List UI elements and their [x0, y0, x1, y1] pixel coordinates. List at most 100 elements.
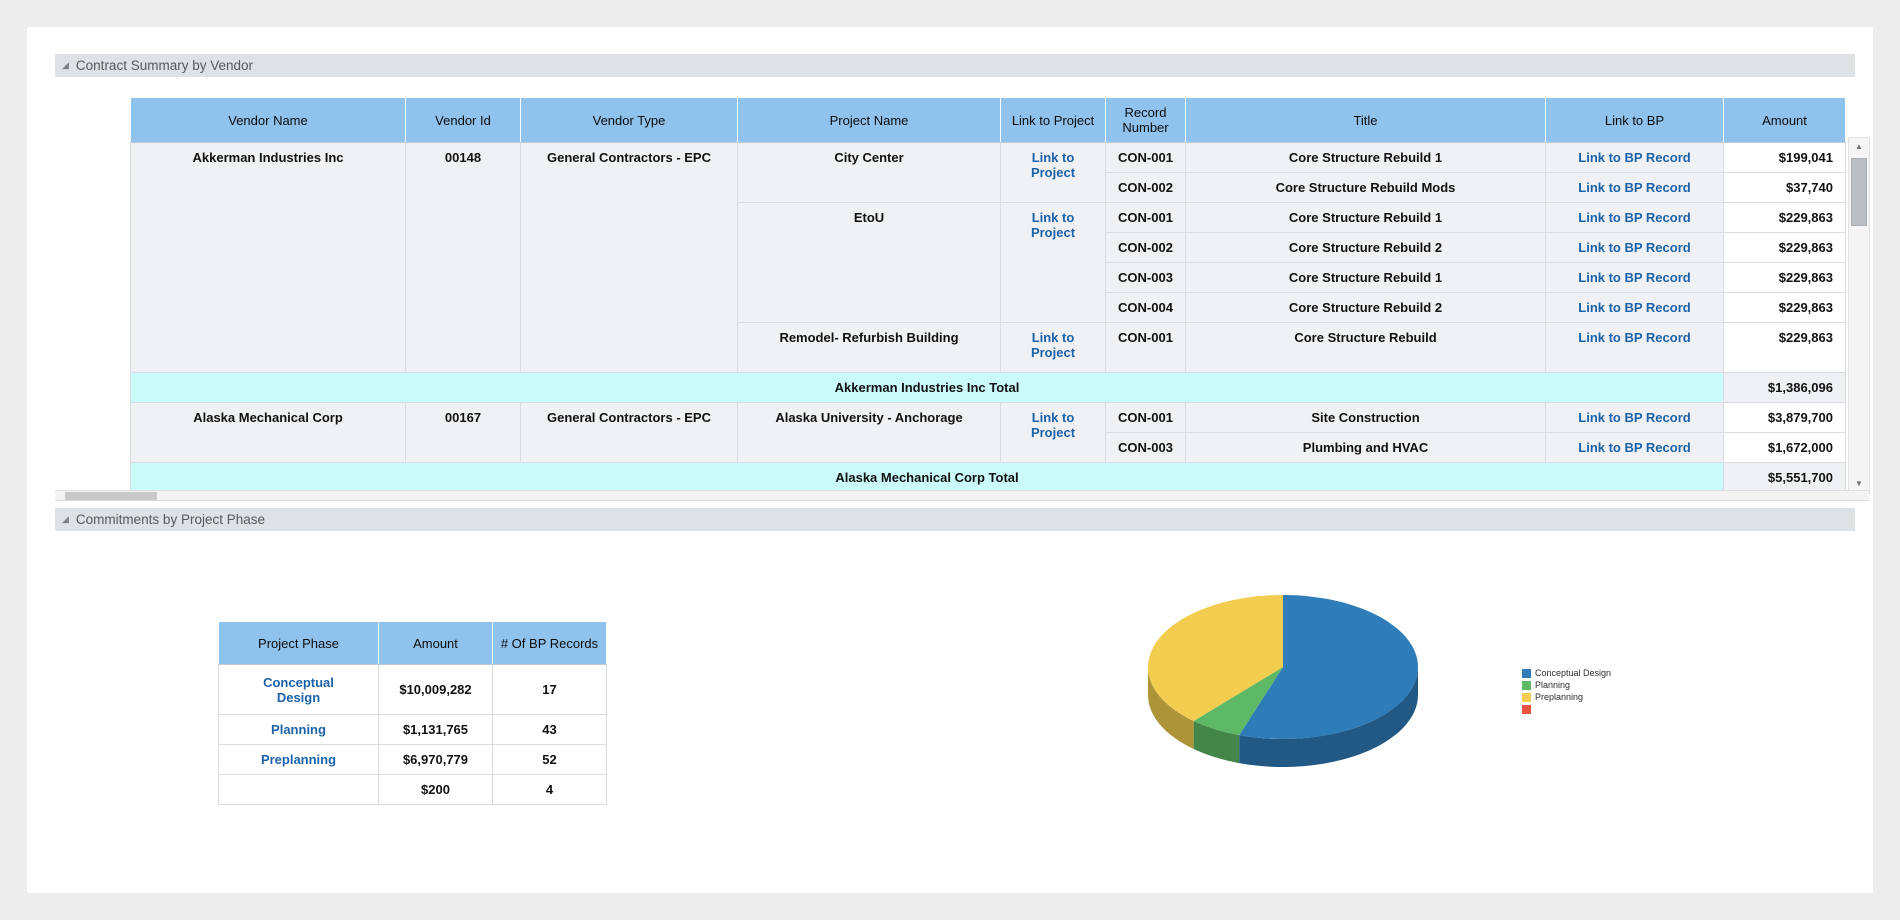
- project-name-cell: Remodel- Refurbish Building: [737, 322, 1001, 373]
- link-to-bp-link[interactable]: Link to BP Record: [1578, 440, 1691, 455]
- table-row: Alaska Mechanical Corp 00167 General Contr…: [130, 402, 1846, 463]
- pie-slice-preplanning: [1148, 595, 1283, 721]
- record-number-cell: CON-001: [1105, 402, 1186, 433]
- legend-label: Conceptual Design: [1535, 668, 1612, 678]
- table-row: CON-003 Plumbing and HVAC Link to BP Recor…: [131, 432, 1846, 463]
- pie-slice-planning: [1193, 667, 1283, 736]
- project-name-cell: Alaska University - Anchorage: [737, 402, 1001, 463]
- amount-cell: $200: [378, 774, 493, 805]
- project-name-cell: EtoU: [737, 202, 1001, 323]
- legend-swatch: [1522, 680, 1531, 690]
- vendor-total-label: Akkerman Industries Inc Total: [130, 372, 1724, 403]
- pie-side-preplanning: [1148, 667, 1194, 749]
- col-header-vendor-type: Vendor Type: [520, 97, 738, 143]
- table-row: Akkerman Industries Inc 00148 General Cont…: [130, 142, 1846, 373]
- bp-count-cell: 17: [492, 664, 607, 715]
- vendor-type-cell: General Contractors - EPC: [520, 142, 738, 373]
- dashboard-card: ◢ Contract Summary by Vendor Vendor Name…: [27, 27, 1873, 893]
- vendor-total-amount: $1,386,096: [1723, 372, 1846, 403]
- horizontal-scrollbar[interactable]: [55, 490, 1869, 501]
- link-to-bp-link[interactable]: Link to BP Record: [1578, 210, 1691, 225]
- scroll-down-icon[interactable]: ▼: [1855, 479, 1863, 488]
- amount-cell: $10,009,282: [378, 664, 493, 715]
- phase-row: $200 4: [218, 774, 607, 805]
- pie-side-conceptual-design: [1239, 667, 1418, 767]
- col-header-link-to-project: Link to Project: [1000, 97, 1106, 143]
- title-cell: Core Structure Rebuild: [1185, 322, 1546, 373]
- contract-summary-table-wrap: Vendor Name Vendor Id Vendor Type Project N…: [130, 97, 1846, 493]
- scroll-up-icon[interactable]: ▲: [1855, 142, 1863, 151]
- link-to-bp-link[interactable]: Link to BP Record: [1578, 410, 1691, 425]
- title-cell: Core Structure Rebuild Mods: [1185, 172, 1546, 203]
- vendor-type-cell: General Contractors - EPC: [520, 402, 738, 463]
- col-header-vendor-name: Vendor Name: [130, 97, 406, 143]
- pie-side-planning: [1193, 720, 1240, 764]
- record-number-cell: CON-001: [1105, 322, 1186, 373]
- table-row: Remodel- Refurbish Building Link to Proje…: [131, 322, 1846, 373]
- bp-count-cell: 43: [492, 714, 607, 745]
- link-to-project-cell: Link to Project: [1000, 402, 1106, 463]
- phase-table-wrap: Project Phase Amount # Of BP Records Concep…: [218, 621, 607, 805]
- table-row: CON-002 Core Structure Rebuild 2 Link to B…: [131, 232, 1846, 263]
- table-row: CON-003 Core Structure Rebuild 1 Link to B…: [131, 262, 1846, 293]
- vendor-id-cell: 00148: [405, 142, 521, 373]
- legend-item: Conceptual Design: [1522, 668, 1611, 678]
- pie-legend: Conceptual Design Planning Preplanning: [1522, 668, 1611, 716]
- link-to-bp-link[interactable]: Link to BP Record: [1578, 300, 1691, 315]
- record-number-cell: CON-003: [1105, 432, 1186, 463]
- title-cell: Site Construction: [1185, 402, 1546, 433]
- phase-cell: [218, 774, 379, 805]
- link-to-bp-cell: Link to BP Record: [1545, 322, 1724, 373]
- phase-row: Preplanning $6,970,779 52: [218, 744, 607, 775]
- col-header-project-phase: Project Phase: [218, 621, 379, 665]
- link-to-project-link[interactable]: Link to Project: [1030, 330, 1076, 360]
- pie-chart: [1148, 595, 1418, 767]
- link-to-bp-link[interactable]: Link to BP Record: [1578, 330, 1691, 345]
- record-number-cell: CON-002: [1105, 172, 1186, 203]
- link-to-bp-cell: Link to BP Record: [1545, 432, 1724, 463]
- title-cell: Core Structure Rebuild 1: [1185, 142, 1546, 173]
- col-header-vendor-id: Vendor Id: [405, 97, 521, 143]
- amount-cell: $229,863: [1723, 232, 1846, 263]
- amount-cell: $1,672,000: [1723, 432, 1846, 463]
- link-to-project-link[interactable]: Link to Project: [1030, 150, 1076, 180]
- collapse-icon[interactable]: ◢: [62, 514, 69, 524]
- collapse-icon[interactable]: ◢: [62, 60, 69, 70]
- bp-count-cell: 52: [492, 744, 607, 775]
- title-cell: Core Structure Rebuild 2: [1185, 292, 1546, 323]
- legend-label: Planning: [1535, 680, 1571, 690]
- legend-swatch: [1522, 692, 1531, 702]
- section-header-contract-summary[interactable]: ◢ Contract Summary by Vendor: [55, 54, 1855, 77]
- record-number-cell: CON-004: [1105, 292, 1186, 323]
- link-to-project-link[interactable]: Link to Project: [1030, 210, 1076, 240]
- table-row: CON-004 Core Structure Rebuild 2 Link to B…: [131, 292, 1846, 323]
- horizontal-scrollbar-thumb[interactable]: [65, 492, 157, 500]
- phase-link[interactable]: Conceptual Design: [263, 674, 334, 705]
- section-title: Commitments by Project Phase: [75, 512, 265, 527]
- amount-cell: $229,863: [1723, 322, 1846, 373]
- title-cell: Plumbing and HVAC: [1185, 432, 1546, 463]
- legend-swatch: [1522, 704, 1531, 714]
- legend-label: Preplanning: [1535, 692, 1584, 702]
- link-to-bp-link[interactable]: Link to BP Record: [1578, 240, 1691, 255]
- pie-chart-box: [1140, 583, 1440, 803]
- phase-link[interactable]: Preplanning: [260, 752, 337, 767]
- link-to-project-cell: Link to Project: [1000, 202, 1106, 323]
- link-to-project-cell: Link to Project: [1000, 322, 1106, 373]
- link-to-bp-link[interactable]: Link to BP Record: [1578, 150, 1691, 165]
- vertical-scrollbar-thumb[interactable]: [1851, 158, 1867, 226]
- col-header-amount: Amount: [1723, 97, 1846, 143]
- link-to-project-link[interactable]: Link to Project: [1030, 410, 1076, 440]
- phase-row: Planning $1,131,765 43: [218, 714, 607, 745]
- bp-count-cell: 4: [492, 774, 607, 805]
- vendor-name-cell: Alaska Mechanical Corp: [130, 402, 406, 463]
- amount-cell: $3,879,700: [1723, 402, 1846, 433]
- vertical-scrollbar[interactable]: ▲ ▼: [1848, 137, 1870, 494]
- link-to-bp-link[interactable]: Link to BP Record: [1578, 270, 1691, 285]
- phase-cell: Conceptual Design: [218, 664, 379, 715]
- section-header-commitments[interactable]: ◢ Commitments by Project Phase: [55, 508, 1855, 531]
- phase-link[interactable]: Planning: [271, 722, 326, 737]
- link-to-bp-link[interactable]: Link to BP Record: [1578, 180, 1691, 195]
- link-to-bp-cell: Link to BP Record: [1545, 142, 1724, 173]
